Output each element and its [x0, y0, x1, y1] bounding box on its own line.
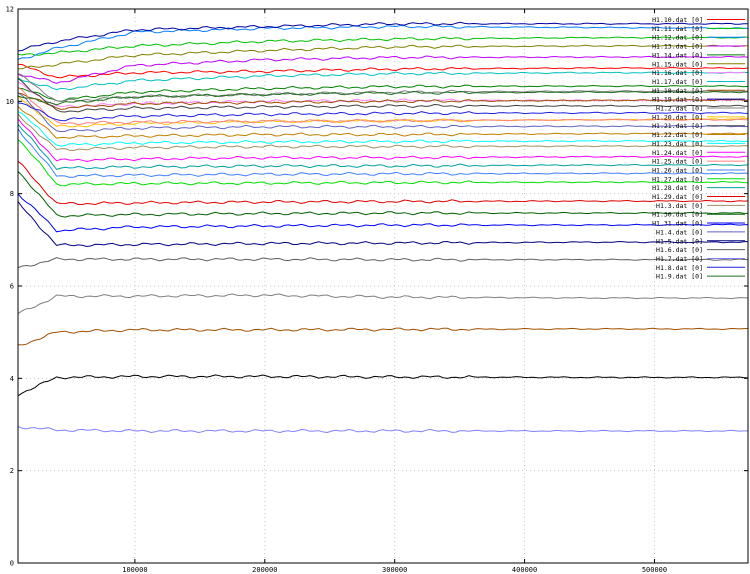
series-line	[17, 78, 749, 113]
series-line	[17, 36, 749, 56]
legend-label: H1.22.dat [0]	[652, 131, 703, 139]
series-line	[17, 24, 749, 60]
legend-label: H1.16.dat [0]	[652, 69, 703, 77]
legend-label: H1.10.dat [0]	[652, 16, 703, 24]
series-line	[17, 193, 749, 233]
legend-label: H1.13.dat [0]	[652, 43, 703, 51]
y-tick-label: 8	[10, 190, 14, 198]
legend-label: H1.25.dat [0]	[652, 158, 703, 166]
legend-label: H1.30.dat [0]	[652, 211, 703, 219]
y-tick-label: 2	[10, 467, 14, 475]
y-tick-label: 6	[10, 283, 14, 291]
legend-label: H1.18.dat [0]	[652, 87, 703, 95]
legend: H1.10.dat [0]H1.11.dat [0]H1.12.dat [0]H…	[652, 16, 745, 281]
series-line	[17, 118, 749, 163]
series-line	[17, 55, 749, 84]
series-line	[17, 426, 748, 434]
series-line	[17, 111, 749, 147]
x-tick-label: 100000	[122, 566, 147, 574]
series-line	[17, 63, 749, 79]
legend-label: H1.20.dat [0]	[652, 113, 703, 121]
series-line	[17, 327, 749, 346]
series-line	[17, 21, 748, 52]
series-line	[17, 102, 749, 122]
series-line	[17, 139, 749, 187]
axis-ticks: 100000 200000 300000 400000 500000 0 2 4 6 8 10 12	[6, 6, 748, 574]
series-line	[17, 171, 749, 218]
legend-label: H1.4.dat [0]	[656, 228, 703, 236]
series-line	[17, 86, 749, 126]
series-line	[17, 92, 749, 133]
legend-label: H1.11.dat [0]	[652, 25, 703, 33]
y-tick-label: 0	[10, 560, 14, 568]
series-line	[17, 105, 749, 139]
series-line	[17, 123, 749, 170]
legend-label: H1.17.dat [0]	[652, 78, 703, 86]
legend-label: H1.8.dat [0]	[656, 264, 703, 272]
x-tick-label: 300000	[382, 566, 407, 574]
legend-label: H1.24.dat [0]	[652, 149, 703, 157]
legend-label: H1.7.dat [0]	[656, 255, 703, 263]
x-tick-label: 200000	[252, 566, 277, 574]
series-line	[17, 257, 749, 269]
y-tick-label: 10	[6, 98, 14, 106]
legend-label: H1.9.dat [0]	[656, 273, 703, 281]
x-tick-label: 500000	[642, 566, 667, 574]
series-line	[17, 293, 749, 315]
legend-label: H1.26.dat [0]	[652, 166, 703, 174]
legend-label: H1.27.dat [0]	[652, 175, 703, 183]
legend-label: H1.19.dat [0]	[652, 96, 703, 104]
legend-label: H1.12.dat [0]	[652, 34, 703, 42]
legend-label: H1.6.dat [0]	[656, 246, 703, 254]
series-line	[17, 71, 749, 91]
series-line	[17, 92, 748, 110]
x-tick-label: 400000	[512, 566, 537, 574]
legend-label: H1.21.dat [0]	[652, 122, 703, 130]
y-tick-label: 4	[10, 375, 14, 383]
legend-label: H1.28.dat [0]	[652, 184, 703, 192]
series-line	[17, 201, 749, 248]
series-line	[17, 374, 749, 397]
series-line	[17, 113, 749, 152]
series-line	[17, 90, 749, 106]
series-lines	[17, 21, 749, 434]
legend-label: H1.15.dat [0]	[652, 60, 703, 68]
legend-label: H1.23.dat [0]	[652, 140, 703, 148]
series-line	[17, 160, 749, 206]
legend-label: H1.3.dat [0]	[656, 202, 703, 210]
legend-label: H1.31.dat [0]	[652, 220, 703, 228]
legend-label: H1.14.dat [0]	[652, 51, 703, 59]
y-tick-label: 12	[6, 6, 14, 14]
series-line	[17, 84, 749, 102]
series-line	[17, 128, 749, 178]
legend-label: H1.29.dat [0]	[652, 193, 703, 201]
legend-label: H1.2.dat [0]	[656, 105, 703, 113]
series-line	[18, 44, 748, 70]
legend-label: H1.5.dat [0]	[656, 237, 703, 245]
